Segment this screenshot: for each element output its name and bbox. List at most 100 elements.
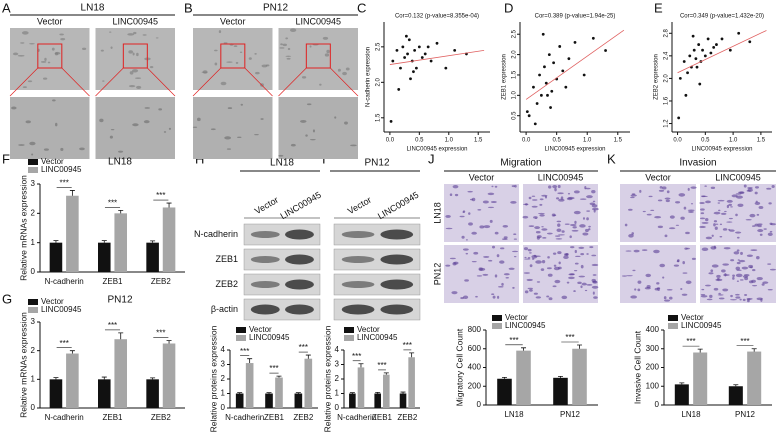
point (417, 45, 421, 49)
chart-title: Cor=0.389 (p-value=1.94e-25) (535, 14, 616, 20)
point (715, 43, 718, 46)
cell (728, 203, 732, 206)
cell (761, 283, 765, 286)
point (412, 70, 415, 74)
y-tick-label: 3 (335, 360, 340, 369)
cell (118, 150, 124, 153)
cell (700, 294, 706, 296)
error-bar (101, 376, 107, 380)
cell (462, 211, 465, 213)
cell (722, 288, 729, 292)
x-tick-label: ZEB2 (151, 277, 172, 286)
cell (136, 52, 139, 57)
y-tick-label: 2.4 (664, 51, 670, 60)
cell (312, 129, 315, 133)
cell (290, 143, 296, 147)
cell (730, 294, 733, 298)
cell (512, 286, 515, 289)
cell (700, 208, 705, 211)
cell (735, 266, 741, 271)
cell (214, 62, 218, 66)
cell (345, 67, 350, 71)
cell (592, 207, 599, 211)
zoom-line (192, 67, 222, 97)
micrograph (10, 28, 90, 90)
column-label: Vector (469, 172, 495, 182)
cell (621, 275, 627, 277)
cell (535, 230, 541, 234)
chart-title: LN18 (108, 157, 132, 168)
cell (12, 52, 19, 56)
bar (553, 377, 568, 405)
error-bar (53, 377, 59, 380)
cell (704, 185, 707, 187)
cell (534, 226, 541, 230)
cell (524, 290, 529, 294)
cell (299, 119, 307, 123)
point (414, 66, 418, 70)
point (397, 88, 401, 91)
cell (556, 197, 560, 200)
cell (487, 192, 495, 196)
cell (554, 187, 557, 192)
cell (700, 295, 708, 298)
cell (747, 186, 753, 190)
cell (542, 237, 547, 239)
cell (756, 276, 763, 281)
error-bar (118, 332, 124, 340)
cell (319, 83, 322, 86)
cell (650, 209, 655, 211)
cell (508, 267, 515, 270)
bar (162, 343, 176, 408)
cell (527, 257, 531, 259)
cell (673, 264, 680, 267)
cell (574, 220, 577, 225)
cell (287, 47, 291, 51)
cell (732, 276, 735, 280)
cell (471, 261, 477, 263)
cell (459, 215, 465, 218)
cell (769, 268, 776, 271)
cell (490, 200, 497, 203)
cell (750, 249, 758, 251)
cell (633, 249, 640, 253)
significance: *** (403, 341, 412, 350)
cell (513, 233, 517, 236)
chart-title: Cor=0.349 (p-value=1.432e-20) (680, 14, 764, 20)
cell (639, 189, 642, 193)
band (380, 254, 414, 265)
cell (705, 217, 709, 222)
cell (736, 249, 740, 252)
cell (584, 228, 589, 233)
cell (736, 195, 743, 199)
column-label: LINC00945 (538, 172, 584, 182)
cell (552, 185, 558, 189)
cell (536, 281, 541, 283)
legend-label: Vector (41, 157, 64, 166)
cell (60, 37, 66, 41)
cell (224, 136, 232, 140)
cell (546, 295, 550, 298)
cell (582, 232, 589, 236)
bar (728, 386, 743, 405)
cell (690, 203, 694, 205)
bar (357, 367, 365, 408)
error-bar (150, 240, 156, 243)
cell (581, 282, 587, 286)
cell (586, 217, 589, 221)
cell (730, 259, 735, 262)
cell (461, 235, 465, 239)
band (285, 229, 314, 240)
x-tick-label: 0.5 (552, 138, 561, 144)
significance: *** (156, 329, 165, 338)
bar (114, 213, 127, 272)
panel-label: A (2, 0, 11, 15)
cell (532, 199, 538, 201)
cell (533, 254, 537, 257)
cell (326, 49, 330, 54)
cell (529, 289, 533, 292)
cell (662, 276, 665, 279)
cell (334, 116, 337, 119)
band (341, 231, 375, 238)
cell (492, 295, 496, 299)
